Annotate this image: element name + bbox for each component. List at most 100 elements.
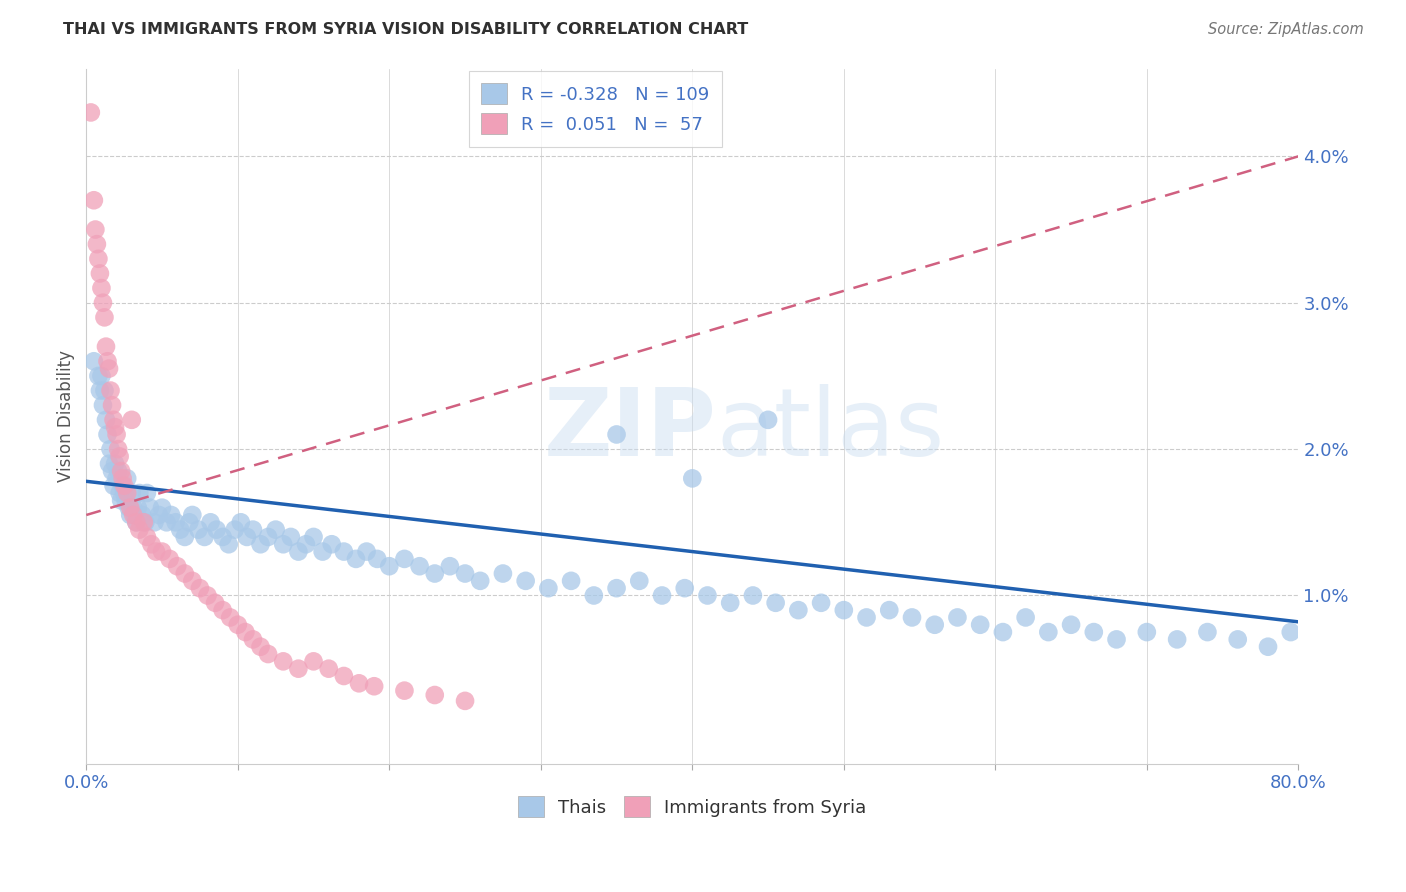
Point	[1136, 625, 1159, 640]
Point	[696, 589, 718, 603]
Point	[1226, 632, 1249, 647]
Point	[394, 683, 416, 698]
Point	[287, 662, 309, 676]
Point	[969, 617, 991, 632]
Point	[103, 413, 125, 427]
Point	[91, 398, 114, 412]
Point	[1257, 640, 1279, 654]
Point	[135, 530, 157, 544]
Point	[193, 530, 215, 544]
Point	[122, 500, 145, 515]
Point	[219, 610, 242, 624]
Point	[112, 486, 135, 500]
Point	[681, 471, 703, 485]
Point	[115, 471, 138, 485]
Point	[855, 610, 877, 624]
Point	[204, 596, 226, 610]
Point	[143, 516, 166, 530]
Point	[333, 544, 356, 558]
Point	[135, 486, 157, 500]
Point	[470, 574, 492, 588]
Point	[89, 384, 111, 398]
Point	[756, 413, 779, 427]
Point	[333, 669, 356, 683]
Point	[83, 354, 105, 368]
Point	[93, 310, 115, 325]
Point	[86, 237, 108, 252]
Point	[454, 566, 477, 581]
Point	[120, 508, 142, 522]
Point	[211, 603, 233, 617]
Point	[363, 679, 385, 693]
Point	[280, 530, 302, 544]
Point	[218, 537, 240, 551]
Point	[150, 500, 173, 515]
Point	[236, 530, 259, 544]
Point	[125, 516, 148, 530]
Point	[224, 523, 246, 537]
Point	[131, 508, 153, 522]
Point	[169, 523, 191, 537]
Point	[356, 544, 378, 558]
Point	[145, 544, 167, 558]
Point	[114, 493, 136, 508]
Point	[924, 617, 946, 632]
Point	[311, 544, 333, 558]
Point	[98, 457, 121, 471]
Point	[91, 295, 114, 310]
Point	[673, 581, 696, 595]
Point	[1166, 632, 1188, 647]
Point	[181, 508, 204, 522]
Point	[121, 413, 143, 427]
Point	[110, 464, 132, 478]
Point	[366, 552, 388, 566]
Text: ZIP: ZIP	[544, 384, 717, 476]
Point	[249, 537, 271, 551]
Point	[991, 625, 1014, 640]
Point	[124, 508, 146, 522]
Point	[1014, 610, 1036, 624]
Point	[242, 632, 264, 647]
Point	[150, 544, 173, 558]
Point	[80, 105, 103, 120]
Point	[302, 654, 325, 668]
Point	[90, 368, 112, 383]
Point	[200, 516, 222, 530]
Point	[87, 252, 110, 266]
Point	[87, 368, 110, 383]
Point	[877, 603, 900, 617]
Point	[295, 537, 318, 551]
Point	[155, 516, 177, 530]
Point	[492, 566, 515, 581]
Point	[112, 479, 135, 493]
Point	[94, 413, 117, 427]
Point	[537, 581, 560, 595]
Point	[101, 464, 124, 478]
Point	[132, 516, 155, 530]
Point	[100, 442, 122, 456]
Point	[1038, 625, 1060, 640]
Point	[226, 617, 249, 632]
Point	[1083, 625, 1105, 640]
Point	[93, 384, 115, 398]
Point	[211, 530, 233, 544]
Point	[560, 574, 582, 588]
Point	[205, 523, 228, 537]
Point	[98, 361, 121, 376]
Point	[318, 662, 340, 676]
Point	[89, 267, 111, 281]
Point	[606, 581, 628, 595]
Point	[187, 523, 209, 537]
Point	[787, 603, 810, 617]
Point	[159, 552, 181, 566]
Point	[582, 589, 605, 603]
Point	[271, 654, 294, 668]
Point	[118, 500, 141, 515]
Point	[90, 281, 112, 295]
Point	[134, 516, 156, 530]
Point	[103, 479, 125, 493]
Point	[454, 694, 477, 708]
Point	[160, 508, 183, 522]
Point	[810, 596, 832, 610]
Text: atlas: atlas	[717, 384, 945, 476]
